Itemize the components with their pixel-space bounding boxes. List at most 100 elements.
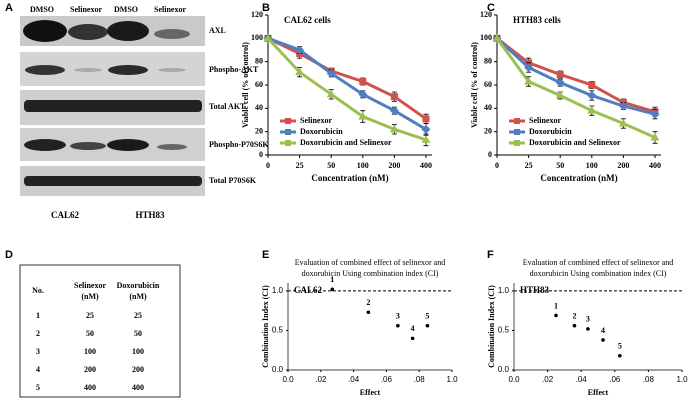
table-header: (nM) bbox=[129, 292, 147, 301]
table-cell: 1 bbox=[36, 311, 40, 320]
point-label: 2 bbox=[572, 312, 576, 321]
y-axis-label: Combination Index (CI) bbox=[261, 285, 270, 368]
chart-title: Evaluation of combined effect of selinex… bbox=[523, 258, 673, 267]
panel-label: E bbox=[262, 249, 269, 261]
marker bbox=[359, 78, 367, 85]
x-axis-label: Effect bbox=[360, 388, 381, 397]
table-cell: 400 bbox=[132, 383, 144, 392]
legend-marker bbox=[514, 118, 520, 124]
y-tick-label: 0.0 bbox=[498, 365, 510, 374]
blot-row-label: Phospho-P70S6K bbox=[209, 140, 269, 149]
table-cell: 100 bbox=[84, 347, 96, 356]
x-tick-label: .02 bbox=[542, 375, 554, 384]
y-tick-label: 40 bbox=[255, 103, 263, 112]
x-axis-label: Effect bbox=[588, 388, 609, 397]
point bbox=[410, 336, 415, 341]
series-line bbox=[496, 37, 656, 114]
x-tick-label: 400 bbox=[420, 161, 432, 170]
table-header: No. bbox=[32, 286, 44, 295]
y-tick-label: 40 bbox=[484, 103, 492, 112]
table-cell: 50 bbox=[134, 329, 142, 338]
point bbox=[572, 323, 577, 328]
y-tick-label: 1.0 bbox=[498, 286, 510, 295]
marker bbox=[556, 71, 564, 78]
cell-line-label: HTH83 bbox=[135, 210, 165, 220]
x-tick-label: .02 bbox=[315, 375, 327, 384]
point-label: 1 bbox=[554, 301, 558, 310]
y-tick-label: 120 bbox=[480, 10, 492, 19]
y-tick-label: 0.5 bbox=[498, 326, 510, 335]
point bbox=[618, 353, 622, 358]
x-tick-label: .08 bbox=[414, 375, 426, 384]
marker bbox=[390, 93, 398, 101]
legend-label: Doxorubicin and Selinexor bbox=[529, 138, 621, 147]
table-cell: 3 bbox=[36, 347, 40, 356]
x-tick-label: 50 bbox=[327, 161, 335, 170]
x-tick-label: 0 bbox=[495, 161, 499, 170]
panel-label: D bbox=[5, 249, 13, 261]
marker bbox=[326, 89, 336, 98]
series-line bbox=[267, 36, 427, 121]
table-header: (nM) bbox=[81, 292, 99, 301]
lane-label: DMSO bbox=[30, 5, 54, 14]
y-tick-label: 100 bbox=[480, 33, 492, 42]
legend-marker bbox=[514, 129, 520, 135]
table-cell: 200 bbox=[84, 365, 96, 374]
point bbox=[366, 310, 371, 315]
point-label: 5 bbox=[618, 342, 622, 351]
legend-marker bbox=[285, 140, 291, 146]
y-tick-label: 0.5 bbox=[272, 326, 284, 335]
x-tick-label: .04 bbox=[576, 375, 588, 384]
cell-line-label: CAL62 bbox=[51, 210, 80, 220]
legend-label: Selinexor bbox=[529, 116, 561, 125]
y-tick-label: 0 bbox=[488, 150, 492, 159]
table-cell: 25 bbox=[134, 311, 142, 320]
point bbox=[330, 287, 335, 292]
panel-label: C bbox=[487, 2, 495, 14]
y-tick-label: 100 bbox=[251, 33, 263, 42]
marker bbox=[263, 33, 273, 42]
blot-row-label: Phospho-AKT bbox=[209, 65, 259, 74]
panel-label: A bbox=[5, 2, 13, 14]
y-tick-label: 20 bbox=[484, 126, 492, 135]
x-tick-label: 200 bbox=[388, 161, 400, 170]
marker bbox=[421, 124, 431, 134]
marker bbox=[295, 45, 305, 55]
point-label: 3 bbox=[396, 312, 400, 321]
marker bbox=[555, 91, 565, 99]
marker bbox=[524, 63, 534, 72]
legend-label: Selinexor bbox=[300, 116, 332, 125]
chart-subtitle: HTH83 bbox=[520, 285, 550, 295]
y-axis-label: Combination Index (CI) bbox=[487, 285, 496, 368]
point-label: 4 bbox=[411, 324, 415, 333]
table-cell: 5 bbox=[36, 383, 40, 392]
point bbox=[554, 313, 558, 318]
point bbox=[425, 323, 430, 328]
table-cell: 25 bbox=[86, 311, 94, 320]
legend-marker bbox=[285, 118, 291, 124]
legend-label: Doxorubicin and Selinexor bbox=[300, 138, 392, 147]
x-tick-label: 200 bbox=[617, 161, 629, 170]
marker bbox=[524, 77, 534, 85]
chart-title: doxorubicin Using combination index (CI) bbox=[530, 269, 667, 278]
series-line bbox=[266, 37, 427, 142]
blot-row-label: Total P70S6K bbox=[209, 176, 257, 185]
point-label: 3 bbox=[586, 315, 590, 324]
point bbox=[601, 338, 605, 342]
chart-title: HTH83 cells bbox=[513, 15, 561, 25]
x-tick-label: 100 bbox=[357, 161, 369, 170]
x-axis-label: Concentration (nM) bbox=[540, 173, 617, 183]
y-tick-label: 120 bbox=[251, 10, 263, 19]
marker bbox=[295, 67, 305, 76]
lane-label: Selinexor bbox=[70, 5, 102, 14]
y-tick-label: 60 bbox=[255, 80, 263, 89]
x-tick-label: 25 bbox=[296, 161, 304, 170]
x-tick-label: .06 bbox=[609, 375, 621, 384]
marker bbox=[389, 106, 399, 116]
lane-label: Selinexor bbox=[154, 5, 186, 14]
y-tick-label: 80 bbox=[484, 56, 492, 65]
series-line bbox=[495, 37, 656, 139]
x-tick-label: .04 bbox=[348, 375, 360, 384]
x-tick-label: 1.0 bbox=[676, 375, 688, 384]
